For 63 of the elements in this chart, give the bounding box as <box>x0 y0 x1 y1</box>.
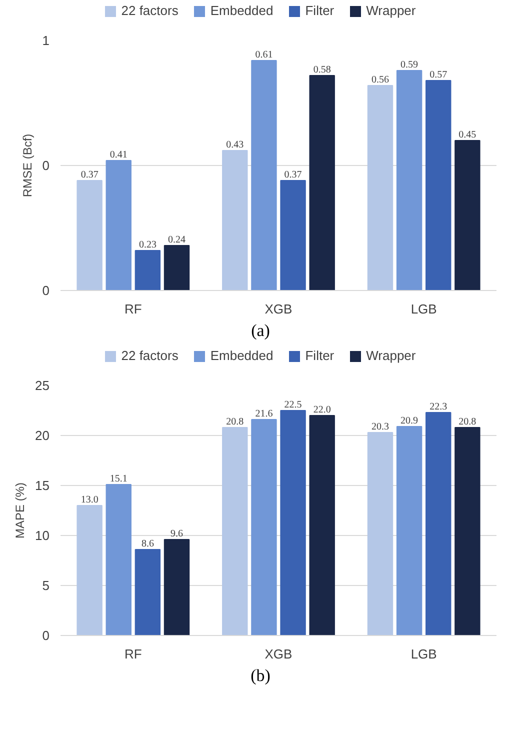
x-tick-label: LGB <box>410 646 437 662</box>
y-axis-title: MAPE (%) <box>13 482 28 538</box>
data-label: 20.8 <box>458 416 476 428</box>
data-label: 20.3 <box>371 422 389 432</box>
bar <box>367 432 394 636</box>
bar <box>222 427 248 636</box>
bar <box>280 410 306 636</box>
legend-label: Embedded <box>210 2 274 20</box>
text: (a) <box>250 320 271 342</box>
y-tick-label: 20 <box>35 428 50 443</box>
x-tick-label: RF <box>124 646 142 662</box>
x-tick-label: XGB <box>264 302 292 316</box>
data-label: 22.3 <box>430 402 448 412</box>
legend-label: 22 factors <box>121 2 178 20</box>
y-tick-label: 25 <box>35 378 50 393</box>
data-label: 0.56 <box>371 74 389 86</box>
bar <box>134 549 161 636</box>
legend-label: Filter <box>305 347 334 365</box>
bar <box>454 427 480 636</box>
x-tick-label: RF <box>124 302 142 316</box>
data-label: 22.5 <box>284 400 302 410</box>
y-tick-label: 1 <box>42 33 50 48</box>
data-label: 20.9 <box>400 416 418 426</box>
legend-label: Wrapper <box>366 347 416 365</box>
data-label: 0.37 <box>284 170 302 180</box>
data-label: 22.0 <box>313 404 331 416</box>
data-label: 0.43 <box>226 140 244 150</box>
y-axis-title: RMSE (Bcf) <box>20 134 34 198</box>
legend-label: Filter <box>305 2 334 20</box>
text: (b) <box>250 665 272 687</box>
data-label: 0.59 <box>400 60 418 70</box>
data-label: 0.45 <box>458 130 476 140</box>
bar <box>251 419 277 636</box>
data-label: 21.6 <box>255 408 273 420</box>
data-label: 0.58 <box>313 64 331 76</box>
data-label: 9.6 <box>170 528 184 540</box>
data-label: 0.24 <box>168 234 186 246</box>
legend-label: Embedded <box>210 347 274 365</box>
data-label: 8.6 <box>141 538 154 550</box>
legend-label: Wrapper <box>366 2 416 20</box>
bar <box>164 539 190 636</box>
y-tick-label: 0 <box>42 158 50 173</box>
data-label: 0.41 <box>110 150 128 160</box>
data-label: 13.0 <box>80 494 98 506</box>
x-tick-label: LGB <box>410 302 437 316</box>
y-tick-label: 0 <box>42 283 50 298</box>
data-label: 20.8 <box>226 416 244 428</box>
data-label: 15.1 <box>110 474 128 484</box>
x-tick-label: XGB <box>264 646 292 662</box>
legend-label: 22 factors <box>121 347 178 365</box>
y-tick-label: 0 <box>42 628 50 643</box>
y-tick-label: 5 <box>42 578 50 593</box>
data-label: 0.57 <box>430 70 448 80</box>
bar <box>426 412 452 636</box>
data-label: 0.23 <box>138 240 156 250</box>
bar <box>396 426 422 636</box>
y-tick-label: 10 <box>35 528 50 543</box>
data-label: 0.37 <box>80 170 98 180</box>
bar <box>76 505 102 636</box>
bar <box>309 415 335 636</box>
y-tick-label: 15 <box>35 478 50 493</box>
bar <box>106 484 132 636</box>
data-label: 0.61 <box>255 50 273 60</box>
